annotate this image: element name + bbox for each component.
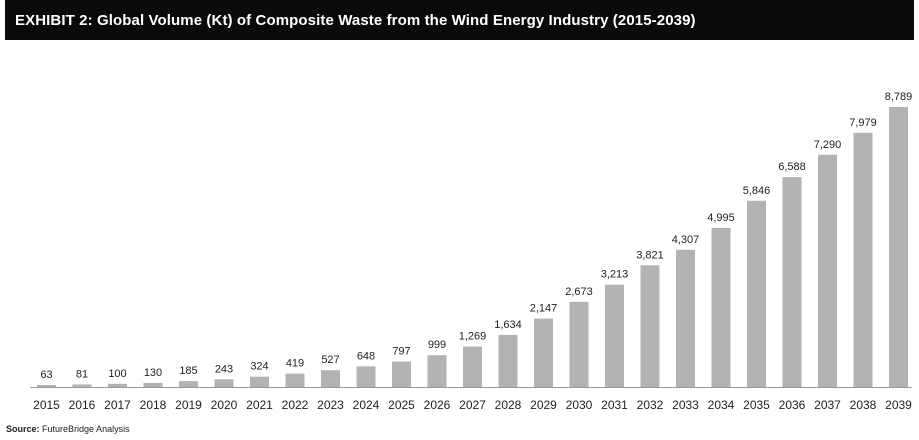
bar-2017: [108, 383, 127, 387]
value-label-2031: 3,213: [601, 269, 629, 281]
value-label-2029: 2,147: [530, 303, 558, 315]
value-label-2037: 7,290: [814, 139, 842, 151]
value-label-2033: 4,307: [672, 234, 700, 246]
bar-2020: [214, 379, 234, 387]
bar-2026: [427, 355, 447, 387]
value-label-2036: 6,588: [778, 161, 806, 173]
value-label-2027: 1,269: [459, 331, 487, 343]
bar-2028: [498, 334, 518, 387]
value-label-2022: 419: [286, 358, 304, 370]
bars-layer: [37, 107, 908, 387]
value-label-2030: 2,673: [565, 286, 593, 298]
value-label-2017: 100: [108, 368, 126, 380]
x-tick-label-2025: 2025: [388, 398, 415, 412]
source-note: Source: FutureBridge Analysis: [6, 424, 130, 434]
bar-2016: [72, 384, 92, 387]
x-tick-label-2017: 2017: [104, 398, 131, 412]
x-tick-label-2026: 2026: [424, 398, 451, 412]
value-label-2024: 648: [357, 350, 375, 362]
bar-2024: [356, 366, 376, 387]
value-label-2025: 797: [392, 346, 410, 358]
bar-2029: [534, 318, 553, 387]
value-labels-layer: 63 81 100 130 185 243 324 419 527 648 797 999 1,269 1…: [40, 91, 912, 381]
x-tick-label-2020: 2020: [211, 398, 238, 412]
value-label-2038: 7,979: [849, 117, 877, 129]
value-label-2019: 185: [179, 365, 197, 377]
x-tick-label-2029: 2029: [530, 398, 557, 412]
x-tick-label-2037: 2037: [814, 398, 841, 412]
value-label-2021: 324: [250, 361, 268, 373]
value-label-2015: 63: [40, 369, 52, 381]
bar-2025: [392, 361, 411, 387]
x-tick-label-2032: 2032: [637, 398, 664, 412]
value-label-2039: 8,789: [885, 91, 913, 103]
x-tick-label-2023: 2023: [317, 398, 344, 412]
x-tick-label-2021: 2021: [246, 398, 273, 412]
bar-2015: [37, 384, 56, 387]
bar-2035: [747, 200, 766, 387]
x-tick-label-2034: 2034: [708, 398, 735, 412]
bar-2032: [640, 265, 660, 387]
x-tick-label-2018: 2018: [140, 398, 167, 412]
x-tick-label-2015: 2015: [33, 398, 60, 412]
bar-2038: [853, 132, 873, 387]
bar-2021: [250, 376, 269, 387]
title-bar: EXHIBIT 2: Global Volume (Kt) of Composi…: [5, 0, 914, 40]
value-label-2028: 1,634: [494, 319, 522, 331]
value-label-2032: 3,821: [636, 249, 664, 261]
chart-title: EXHIBIT 2: Global Volume (Kt) of Composi…: [15, 11, 696, 29]
bar-2039: [889, 107, 908, 387]
x-tick-label-2033: 2033: [672, 398, 699, 412]
value-label-2018: 130: [144, 367, 162, 379]
value-label-2026: 999: [428, 339, 446, 351]
bar-2022: [285, 373, 305, 387]
x-tick-label-2028: 2028: [495, 398, 522, 412]
bar-2019: [179, 381, 198, 387]
bar-2018: [143, 382, 163, 387]
value-label-2034: 4,995: [707, 212, 735, 224]
x-tick-label-2036: 2036: [779, 398, 806, 412]
x-tick-label-2038: 2038: [850, 398, 877, 412]
bar-2036: [782, 177, 802, 387]
value-label-2016: 81: [76, 368, 88, 380]
x-tick-label-2039: 2039: [885, 398, 912, 412]
bar-2027: [463, 346, 482, 387]
x-tick-label-2030: 2030: [566, 398, 593, 412]
bar-2033: [676, 249, 695, 387]
x-tick-labels-layer: 2015 2016 2017 2018 2019 2020 2021 2022 2023 2024…: [33, 398, 912, 412]
bar-2034: [711, 227, 731, 387]
bar-2037: [818, 154, 837, 387]
x-tick-label-2024: 2024: [353, 398, 380, 412]
x-tick-label-2031: 2031: [601, 398, 628, 412]
x-tick-label-2019: 2019: [175, 398, 202, 412]
bar-2030: [569, 301, 589, 387]
value-label-2035: 5,846: [743, 185, 771, 197]
x-tick-label-2016: 2016: [69, 398, 96, 412]
value-label-2020: 243: [215, 363, 233, 375]
x-tick-label-2027: 2027: [459, 398, 486, 412]
x-tick-label-2022: 2022: [282, 398, 309, 412]
x-tick-label-2035: 2035: [743, 398, 770, 412]
source-label: Source:: [6, 424, 40, 434]
bar-2023: [321, 370, 340, 387]
source-text: FutureBridge Analysis: [42, 424, 130, 434]
value-label-2023: 527: [321, 354, 339, 366]
bar-2031: [605, 284, 624, 387]
